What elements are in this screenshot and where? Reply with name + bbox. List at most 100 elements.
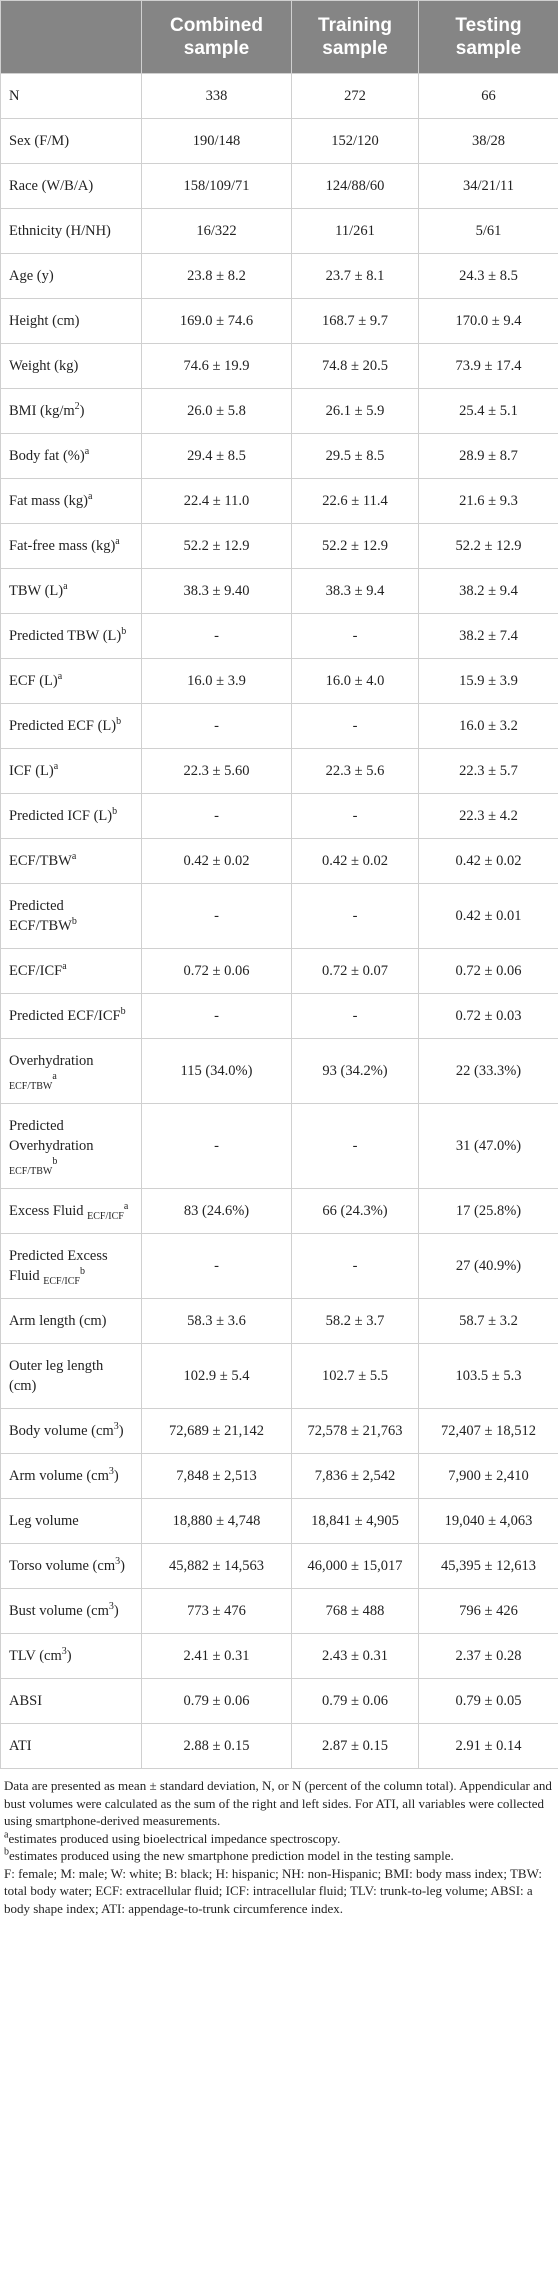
text: Body fat (%) [9, 448, 85, 464]
cell: 2.91 ± 0.14 [418, 1723, 558, 1769]
superscript: b [79, 1266, 85, 1278]
text: Torso volume (cm [9, 1558, 116, 1574]
cell: - [291, 613, 419, 659]
superscript: a [84, 446, 90, 458]
table-row: Leg volume 18,880 ± 4,748 18,841 ± 4,905 19… [0, 1498, 558, 1544]
cell: 38/28 [418, 118, 558, 164]
cell: 72,578 ± 21,763 [291, 1408, 419, 1454]
cell: 22.3 ± 4.2 [418, 793, 558, 839]
cell: 17 (25.8%) [418, 1188, 558, 1234]
superscript: a [123, 1201, 129, 1213]
subscript: ECF/ICF [43, 1275, 80, 1287]
text: ICF (L) [9, 763, 54, 779]
table-row: Fat mass (kg)a 22.4 ± 11.0 22.6 ± 11.4 21.6… [0, 478, 558, 524]
row-label: BMI (kg/m2) [0, 388, 142, 434]
text: Excess Fluid [9, 1203, 88, 1219]
cell: 93 (34.2%) [291, 1038, 419, 1104]
column-header: Testing sample [418, 0, 558, 74]
footnote: aestimates produced using bioelectrical … [4, 1830, 554, 1848]
subscript: ECF/TBW [9, 1080, 53, 1092]
cell: 72,689 ± 21,142 [141, 1408, 292, 1454]
superscript: a [62, 961, 67, 973]
cell: 29.4 ± 8.5 [141, 433, 292, 479]
row-label: Predicted ECF/ICFb [0, 993, 142, 1039]
table-row: TLV (cm3) 2.41 ± 0.31 2.43 ± 0.31 2.37 ± 0.… [0, 1633, 558, 1679]
cell: 102.9 ± 5.4 [141, 1343, 292, 1409]
text: N [9, 88, 20, 104]
row-label: Bust volume (cm3) [0, 1588, 142, 1634]
row-label: Age (y) [0, 253, 142, 299]
superscript: b [4, 1846, 9, 1858]
cell: - [141, 613, 292, 659]
table-row: Torso volume (cm3) 45,882 ± 14,563 46,000 … [0, 1543, 558, 1589]
cell: 27 (40.9%) [418, 1233, 558, 1299]
row-label: Fat mass (kg)a [0, 478, 142, 524]
table-row: Excess Fluid ECF/ICFa 83 (24.6%) 66 (24.3%… [0, 1188, 558, 1234]
cell: 31 (47.0%) [418, 1103, 558, 1189]
superscript: b [121, 626, 127, 638]
footnote: bestimates produced using the new smartp… [4, 1847, 554, 1865]
text: BMI (kg/m [9, 403, 75, 419]
cell: 773 ± 476 [141, 1588, 292, 1634]
cell: 38.3 ± 9.40 [141, 568, 292, 614]
cell: 18,841 ± 4,905 [291, 1498, 419, 1544]
table-row: Body volume (cm3) 72,689 ± 21,142 72,578 ±… [0, 1408, 558, 1454]
cell: 22.3 ± 5.7 [418, 748, 558, 794]
cell: 26.1 ± 5.9 [291, 388, 419, 434]
cell: 0.42 ± 0.02 [418, 838, 558, 884]
table-row: ECF (L)a 16.0 ± 3.9 16.0 ± 4.0 15.9 ± 3.9 [0, 658, 558, 704]
cell: - [141, 993, 292, 1039]
text: Race (W/B/A) [9, 178, 94, 194]
superscript: a [53, 761, 59, 773]
cell: 158/109/71 [141, 163, 292, 209]
table-row: Body fat (%)a 29.4 ± 8.5 29.5 ± 8.5 28.9 ± … [0, 433, 558, 479]
cell: 21.6 ± 9.3 [418, 478, 558, 524]
cell: 7,848 ± 2,513 [141, 1453, 292, 1499]
superscript: a [115, 536, 120, 548]
cell: 58.7 ± 3.2 [418, 1298, 558, 1344]
cell: 11/261 [291, 208, 419, 254]
cell: 15.9 ± 3.9 [418, 658, 558, 704]
cell: 0.42 ± 0.02 [141, 838, 292, 884]
row-label: Arm length (cm) [0, 1298, 142, 1344]
superscript: 3 [115, 1556, 121, 1568]
superscript: b [112, 806, 118, 818]
cell: 45,882 ± 14,563 [141, 1543, 292, 1589]
text: Predicted Overhydration [9, 1118, 94, 1154]
cell: 0.72 ± 0.06 [418, 948, 558, 994]
row-label: Weight (kg) [0, 343, 142, 389]
cell: 16.0 ± 4.0 [291, 658, 419, 704]
cell: 338 [141, 73, 292, 119]
cell: 24.3 ± 8.5 [418, 253, 558, 299]
row-label: Ethnicity (H/NH) [0, 208, 142, 254]
table-row: ABSI 0.79 ± 0.06 0.79 ± 0.06 0.79 ± 0.05 [0, 1678, 558, 1724]
table-body: N 338 272 66 Sex (F/M) 190/148 152/120 38/28 Rac… [0, 73, 558, 1769]
cell: 0.79 ± 0.06 [141, 1678, 292, 1724]
text: Ethnicity (H/NH) [9, 223, 111, 239]
cell: 58.3 ± 3.6 [141, 1298, 292, 1344]
superscript: a [57, 671, 63, 683]
cell: - [291, 883, 419, 949]
row-label: Predicted ICF (L)b [0, 793, 142, 839]
cell: 0.42 ± 0.01 [418, 883, 558, 949]
row-label: ATI [0, 1723, 142, 1769]
cell: - [141, 883, 292, 949]
cell: 272 [291, 73, 419, 119]
row-label: Torso volume (cm3) [0, 1543, 142, 1589]
row-label: TBW (L)a [0, 568, 142, 614]
text: estimates produced using bioelectrical i… [8, 1830, 341, 1846]
cell: 52.2 ± 12.9 [141, 523, 292, 569]
cell: 58.2 ± 3.7 [291, 1298, 419, 1344]
cell: - [291, 993, 419, 1039]
table-row: ICF (L)a 22.3 ± 5.60 22.3 ± 5.6 22.3 ± 5.7 [0, 748, 558, 794]
text: ECF (L) [9, 673, 58, 689]
row-label: Predicted Excess Fluid ECF/ICFb [0, 1233, 142, 1299]
row-label: ECF (L)a [0, 658, 142, 704]
row-label: Predicted ECF/TBWb [0, 883, 142, 949]
superscript: a [71, 851, 77, 863]
row-label: Outer leg length (cm) [0, 1343, 142, 1409]
data-table: Combined sample Training sample Testing sa… [0, 0, 558, 1769]
cell: 83 (24.6%) [141, 1188, 292, 1234]
row-label: Overhydration ECF/TBWa [0, 1038, 142, 1104]
